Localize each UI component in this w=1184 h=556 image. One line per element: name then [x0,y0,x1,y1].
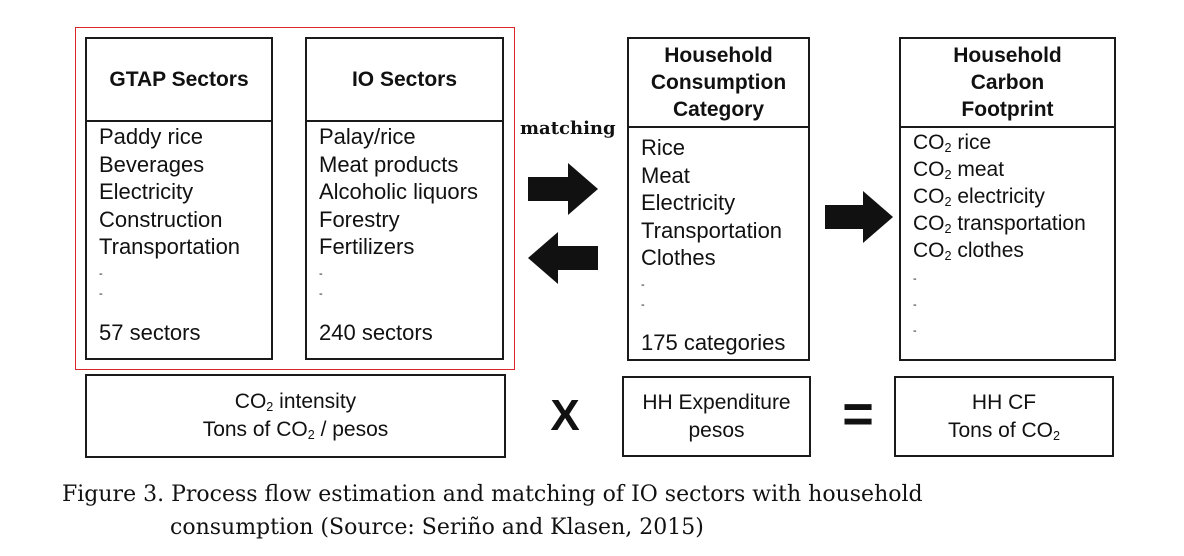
list-item: CO2 electricity [913,185,1045,210]
hh-cf-unit: Tons of CO2 [947,418,1061,443]
gtap-sectors-count: 57 sectors [99,320,201,345]
list-item: Forestry [319,206,400,232]
gtap-sectors-box: GTAP Sectors Paddy rice Beverages Electr… [85,37,273,360]
co2-intensity-unit: Tons of CO2 / pesos [202,418,389,443]
list-item: CO2 transportation [913,212,1086,237]
io-sectors-list: Palay/rice Meat products Alcoholic liquo… [319,123,498,307]
list-item: Paddy rice [99,124,203,149]
list-item: Palay/rice [319,124,416,149]
ellipsis-mark: - [319,267,323,280]
hh-expenditure-box: HH Expenditure pesos [622,376,811,457]
list-item: Electricity [99,179,194,204]
equals-symbol: = [842,384,874,444]
household-carbon-footprint-box: Household Carbon Footprint CO2 rice CO2 … [899,37,1116,361]
ellipsis-mark: - [641,298,645,311]
household-carbon-footprint-list: CO2 rice CO2 meat CO2 electricity CO2 tr… [913,129,1110,344]
hh-cf-label: HH CF [971,390,1037,414]
co2-intensity-label: CO2 intensity [234,390,357,415]
list-item: Meat products [319,151,459,177]
title-line: Category [672,98,765,121]
arrow-right-icon [528,163,598,215]
figure-caption: Figure 3. Process flow estimation and ma… [62,478,923,544]
caption-line: Figure 3. Process flow estimation and ma… [62,482,923,507]
title-line: Carbon [970,71,1045,94]
ellipsis-mark: - [99,287,103,300]
list-item: Alcoholic liquors [319,179,478,204]
ellipsis-mark: - [913,325,917,337]
list-item: CO2 meat [913,158,1005,183]
list-item: CO2 rice [913,131,992,156]
list-item: Fertilizers [319,234,415,259]
title-line: Household [664,44,773,67]
title-line: Household [953,44,1062,67]
list-item: Construction [99,206,223,232]
household-carbon-footprint-title: Household Carbon Footprint [901,39,1114,128]
ellipsis-mark: - [319,287,323,300]
list-item: Beverages [99,151,205,177]
list-item: Rice [641,135,686,160]
gtap-io-group-frame [75,27,515,370]
ellipsis-mark: - [641,278,645,291]
hh-expenditure-label: HH Expenditure [642,390,791,414]
co2-intensity-box: CO2 intensity Tons of CO2 / pesos [85,374,506,458]
io-sectors-box: IO Sectors Palay/rice Meat products Alco… [305,37,504,360]
household-consumption-count: 175 categories [641,330,786,355]
arrow-left-icon [528,232,598,284]
ellipsis-mark: - [913,299,917,311]
gtap-sectors-title: GTAP Sectors [87,39,271,122]
hh-cf-box: HH CF Tons of CO2 [894,376,1114,457]
title-line: Consumption [650,71,787,94]
list-item: Transportation [99,234,241,259]
list-item: Transportation [641,217,783,243]
household-consumption-box: Household Consumption Category Rice Meat… [627,37,810,361]
arrow-right-icon [825,191,893,243]
list-item: Clothes [641,245,716,270]
list-item: CO2 clothes [913,239,1024,264]
gtap-sectors-list: Paddy rice Beverages Electricity Constru… [99,123,267,307]
matching-label: matching [520,118,616,139]
household-consumption-list: Rice Meat Electricity Transportation Clo… [641,134,804,318]
caption-line: consumption (Source: Seriño and Klasen, … [170,515,704,540]
household-consumption-title: Household Consumption Category [629,39,808,128]
title-line: Footprint [961,98,1054,121]
hh-expenditure-unit: pesos [688,418,745,442]
list-item: Meat [641,162,690,188]
ellipsis-mark: - [913,273,917,285]
ellipsis-mark: - [99,267,103,280]
io-sectors-title: IO Sectors [307,39,502,122]
multiply-symbol: X [550,391,580,440]
list-item: Electricity [641,190,736,215]
io-sectors-count: 240 sectors [319,320,433,345]
